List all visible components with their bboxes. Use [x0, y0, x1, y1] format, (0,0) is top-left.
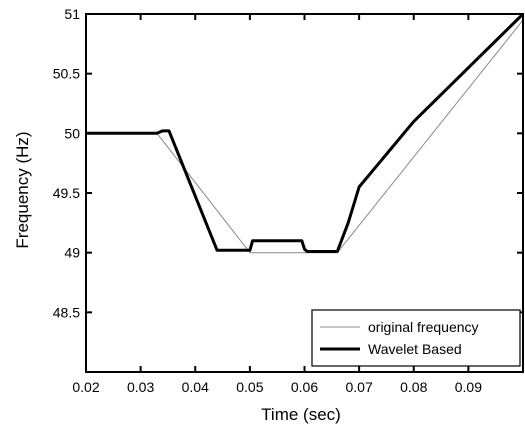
- x-tick-label: 0.07: [346, 379, 373, 395]
- y-tick-label: 50: [64, 125, 80, 141]
- x-tick-label: 0.03: [127, 379, 154, 395]
- x-axis-label: Time (sec): [261, 405, 341, 424]
- legend: original frequency Wavelet Based: [311, 309, 521, 367]
- legend-label-2: Wavelet Based: [368, 341, 462, 357]
- y-tick-label: 48.5: [53, 304, 80, 320]
- legend-box: [311, 309, 521, 367]
- y-tick-label: 50.5: [53, 66, 80, 82]
- series-line-1: [86, 19, 523, 254]
- series-line-2: [86, 14, 523, 253]
- x-tick-label: 0.02: [72, 379, 99, 395]
- x-tick-label: 0.08: [400, 379, 427, 395]
- x-tick-label: 0.06: [291, 379, 318, 395]
- y-axis-label: Frequency (Hz): [13, 131, 32, 248]
- x-tick-label: 0.05: [236, 379, 263, 395]
- y-tick-label: 49.5: [53, 185, 80, 201]
- y-tick-label: 51: [64, 6, 80, 22]
- y-tick-label: 49: [64, 245, 80, 261]
- x-tick-label: 0.09: [455, 379, 482, 395]
- x-tick-label: 0.04: [182, 379, 209, 395]
- legend-label-1: original frequency: [368, 319, 479, 335]
